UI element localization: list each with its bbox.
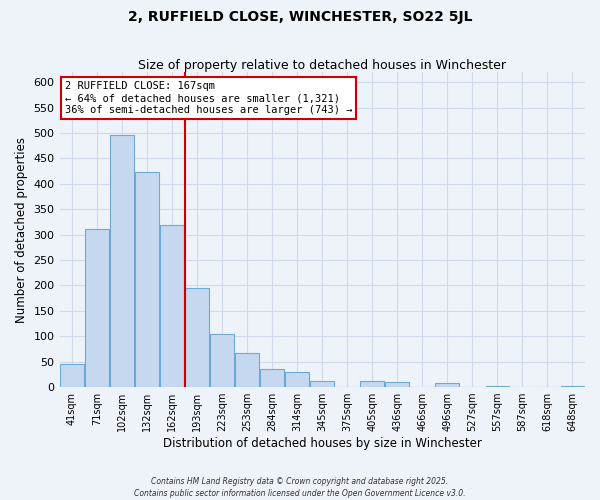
Bar [60,364,84,387]
Bar [286,372,309,387]
Title: Size of property relative to detached houses in Winchester: Size of property relative to detached ho… [138,59,506,72]
Bar [135,172,159,387]
Bar [436,383,459,387]
Bar [485,386,509,387]
Text: Contains HM Land Registry data © Crown copyright and database right 2025.
Contai: Contains HM Land Registry data © Crown c… [134,476,466,498]
Bar [110,134,134,387]
Bar [160,226,184,387]
Bar [185,288,209,387]
Bar [85,228,109,387]
Bar [235,352,259,387]
Bar [560,386,584,387]
Bar [260,369,284,387]
Y-axis label: Number of detached properties: Number of detached properties [15,136,28,322]
Bar [385,382,409,387]
X-axis label: Distribution of detached houses by size in Winchester: Distribution of detached houses by size … [163,437,482,450]
Bar [210,334,234,387]
Text: 2, RUFFIELD CLOSE, WINCHESTER, SO22 5JL: 2, RUFFIELD CLOSE, WINCHESTER, SO22 5JL [128,10,472,24]
Bar [361,381,384,387]
Text: 2 RUFFIELD CLOSE: 167sqm
← 64% of detached houses are smaller (1,321)
36% of sem: 2 RUFFIELD CLOSE: 167sqm ← 64% of detach… [65,82,352,114]
Bar [310,381,334,387]
